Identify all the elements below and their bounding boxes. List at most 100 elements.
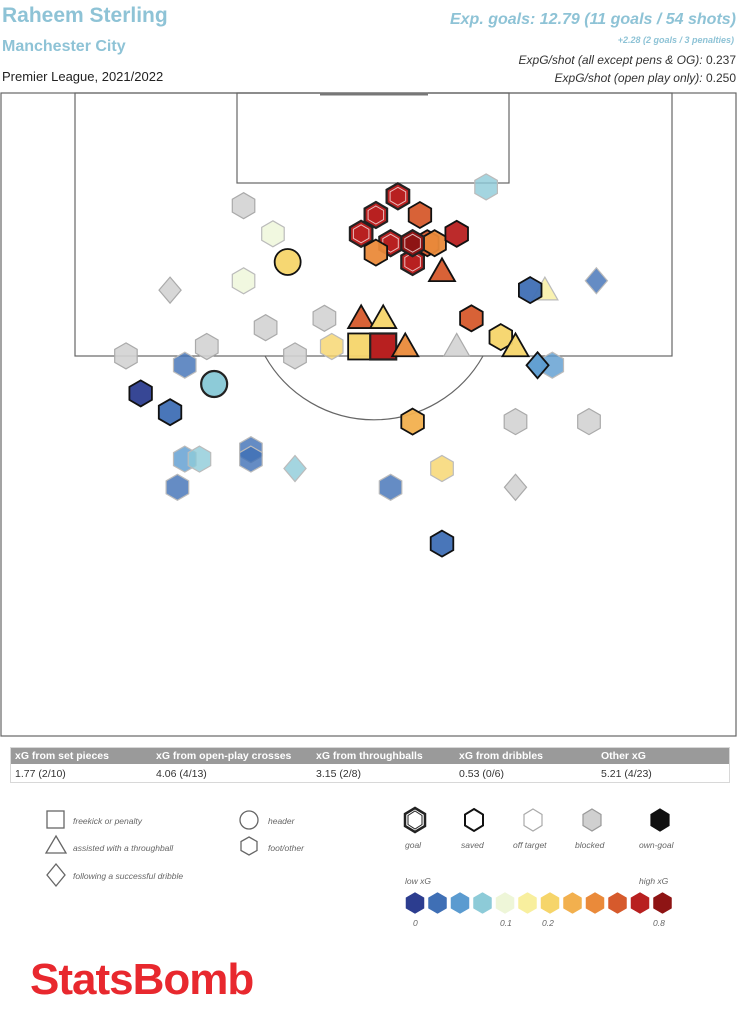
- stat-other-label: Other xG: [601, 750, 646, 762]
- legend-own-goal-label: own-goal: [639, 840, 674, 850]
- shot-marker-foot-blocked: [577, 407, 601, 436]
- xg-scale-swatch: [585, 891, 605, 915]
- legend-freekick-label: freekick or penalty: [73, 816, 142, 826]
- off-target-hexagon-icon: [523, 808, 543, 832]
- freekick-square-icon: [46, 810, 65, 829]
- dribble-diamond-icon: [46, 862, 66, 888]
- shot-marker-dribble-blocked: [503, 473, 528, 502]
- shot-marker-foot-saved: [459, 304, 484, 333]
- shot-marker-foot-off_target: [231, 267, 256, 295]
- goal-inner-ring: [367, 205, 385, 225]
- stat-set-pieces-label: xG from set pieces: [15, 750, 109, 762]
- xg-scale-swatch: [652, 891, 673, 915]
- shot-marker-foot-goal: [348, 219, 374, 249]
- shot-marker-foot-off_target: [187, 445, 212, 473]
- scale-tick-0-8: 0.8: [653, 918, 665, 928]
- goal-inner-ring: [404, 233, 421, 253]
- legend-goal-label: goal: [405, 840, 422, 850]
- shot-marker-throughball-saved: [427, 256, 457, 283]
- shot-marker-foot-blocked: [194, 332, 219, 361]
- shot-marker-header-saved: [273, 248, 302, 276]
- shot-marker-dribble-off_target: [584, 266, 609, 295]
- xg-scale-swatch: [517, 891, 538, 915]
- xg-per-shot: ExpG/shot (all except pens & OG): 0.237: [519, 53, 736, 67]
- xg-color-scale: [405, 891, 673, 915]
- shot-marker-foot-blocked: [253, 314, 278, 342]
- shot-marker-foot-saved: [422, 229, 447, 258]
- legend: [44, 806, 673, 915]
- stat-dribbles-value: 0.53 (0/6): [459, 768, 504, 780]
- pitch-outline: [0, 92, 737, 737]
- xg-scale-swatch: [540, 891, 560, 915]
- shot-marker-foot-saved: [518, 276, 543, 305]
- shot-marker-header-goal: [200, 369, 229, 399]
- stat-set-pieces-value: 1.77 (2/10): [15, 768, 66, 780]
- shot-marker-throughball-saved: [368, 303, 398, 329]
- team-name: Manchester City: [2, 38, 126, 55]
- legend-throughball-label: assisted with a throughball: [73, 843, 174, 853]
- stat-throughballs-label: xG from throughballs: [316, 750, 423, 762]
- shot-marker-foot-goal: [400, 228, 425, 258]
- shot-marker-foot-off_target: [319, 332, 344, 361]
- shot-marker-freekick-goal: [369, 332, 398, 361]
- throughball-triangle-icon: [44, 834, 68, 854]
- penalties-note: +2.28 (2 goals / 3 penalties): [617, 35, 734, 45]
- saved-hexagon-icon: [464, 807, 484, 833]
- shot-marker-dribble-saved: [525, 350, 550, 380]
- xg-per-shot-label: ExpG/shot (all except pens & OG):: [518, 53, 703, 67]
- expected-goals-summary: Exp. goals: 12.79 (11 goals / 54 shots): [449, 11, 736, 28]
- shot-marker-foot-off_target: [261, 220, 285, 248]
- xg-breakdown-table: xG from set pieces xG from open-play cro…: [10, 747, 730, 783]
- shot-marker-throughball-saved: [346, 303, 376, 329]
- own-goal-hexagon-icon: [650, 808, 670, 832]
- shot-marker-foot-goal: [400, 247, 425, 277]
- goal-inner-ring: [382, 233, 399, 253]
- xg-scale-swatch: [495, 891, 515, 915]
- low-xg-label: low xG: [405, 876, 431, 886]
- shot-marker-throughball-blocked: [442, 332, 471, 357]
- legend-blocked-label: blocked: [575, 840, 605, 850]
- shot-marker-foot-blocked: [114, 342, 138, 370]
- goal-inner-ring: [404, 252, 421, 272]
- shot-marker-foot-saved: [429, 529, 455, 558]
- shot-marker-foot-off_target: [165, 473, 190, 501]
- stat-throughballs-value: 3.15 (2/8): [316, 768, 361, 780]
- stat-dribbles-label: xG from dribbles: [459, 750, 544, 762]
- shot-marker-foot-saved: [363, 238, 389, 267]
- shot-marker-foot-blocked: [231, 192, 256, 220]
- shot-marker-foot-saved: [157, 398, 183, 427]
- legend-dribble-label: following a successful dribble: [73, 871, 184, 881]
- blocked-hexagon-icon: [582, 808, 602, 832]
- shot-marker-foot-off_target: [239, 445, 263, 473]
- legend-off-target-label: off target: [513, 840, 547, 850]
- shot-marker-foot-saved: [444, 219, 469, 248]
- xg-per-shot-open-play: ExpG/shot (open play only): 0.250: [555, 71, 736, 85]
- shot-marker-foot-goal: [363, 200, 389, 230]
- goal-inner-ring: [389, 186, 407, 206]
- stat-crosses-label: xG from open-play crosses: [156, 750, 292, 762]
- goal-inner-ring: [352, 224, 370, 244]
- xg-scale-swatch: [405, 891, 425, 915]
- legend-saved-label: saved: [461, 840, 484, 850]
- header-circle-icon: [239, 810, 259, 830]
- scale-tick-0: 0: [413, 918, 418, 928]
- xg-scale-swatch: [607, 891, 628, 915]
- xg-per-shot-open-label: ExpG/shot (open play only):: [554, 71, 703, 85]
- goal-inner-hexagon-icon: [407, 810, 423, 830]
- xg-per-shot-value: 0.237: [705, 53, 736, 67]
- xg-scale-swatch: [630, 891, 650, 915]
- xg-scale-swatch: [472, 891, 493, 915]
- shot-marker-foot-blocked: [312, 304, 337, 332]
- shot-marker-foot-off_target: [430, 454, 454, 483]
- shot-marker-dribble-off_target: [283, 454, 307, 483]
- player-name: Raheem Sterling: [2, 4, 168, 27]
- shot-marker-foot-saved: [488, 323, 513, 352]
- shot-marker-foot-saved: [400, 407, 425, 436]
- legend-foot-label: foot/other: [268, 843, 304, 853]
- legend-header-label: header: [268, 816, 295, 826]
- shot-marker-foot-off_target: [474, 173, 498, 201]
- penalty-arc: [264, 355, 484, 421]
- shot-marker-foot-off_target: [172, 351, 197, 379]
- shot-marker-foot-saved: [407, 200, 433, 230]
- competition-season: Premier League, 2021/2022: [2, 69, 164, 84]
